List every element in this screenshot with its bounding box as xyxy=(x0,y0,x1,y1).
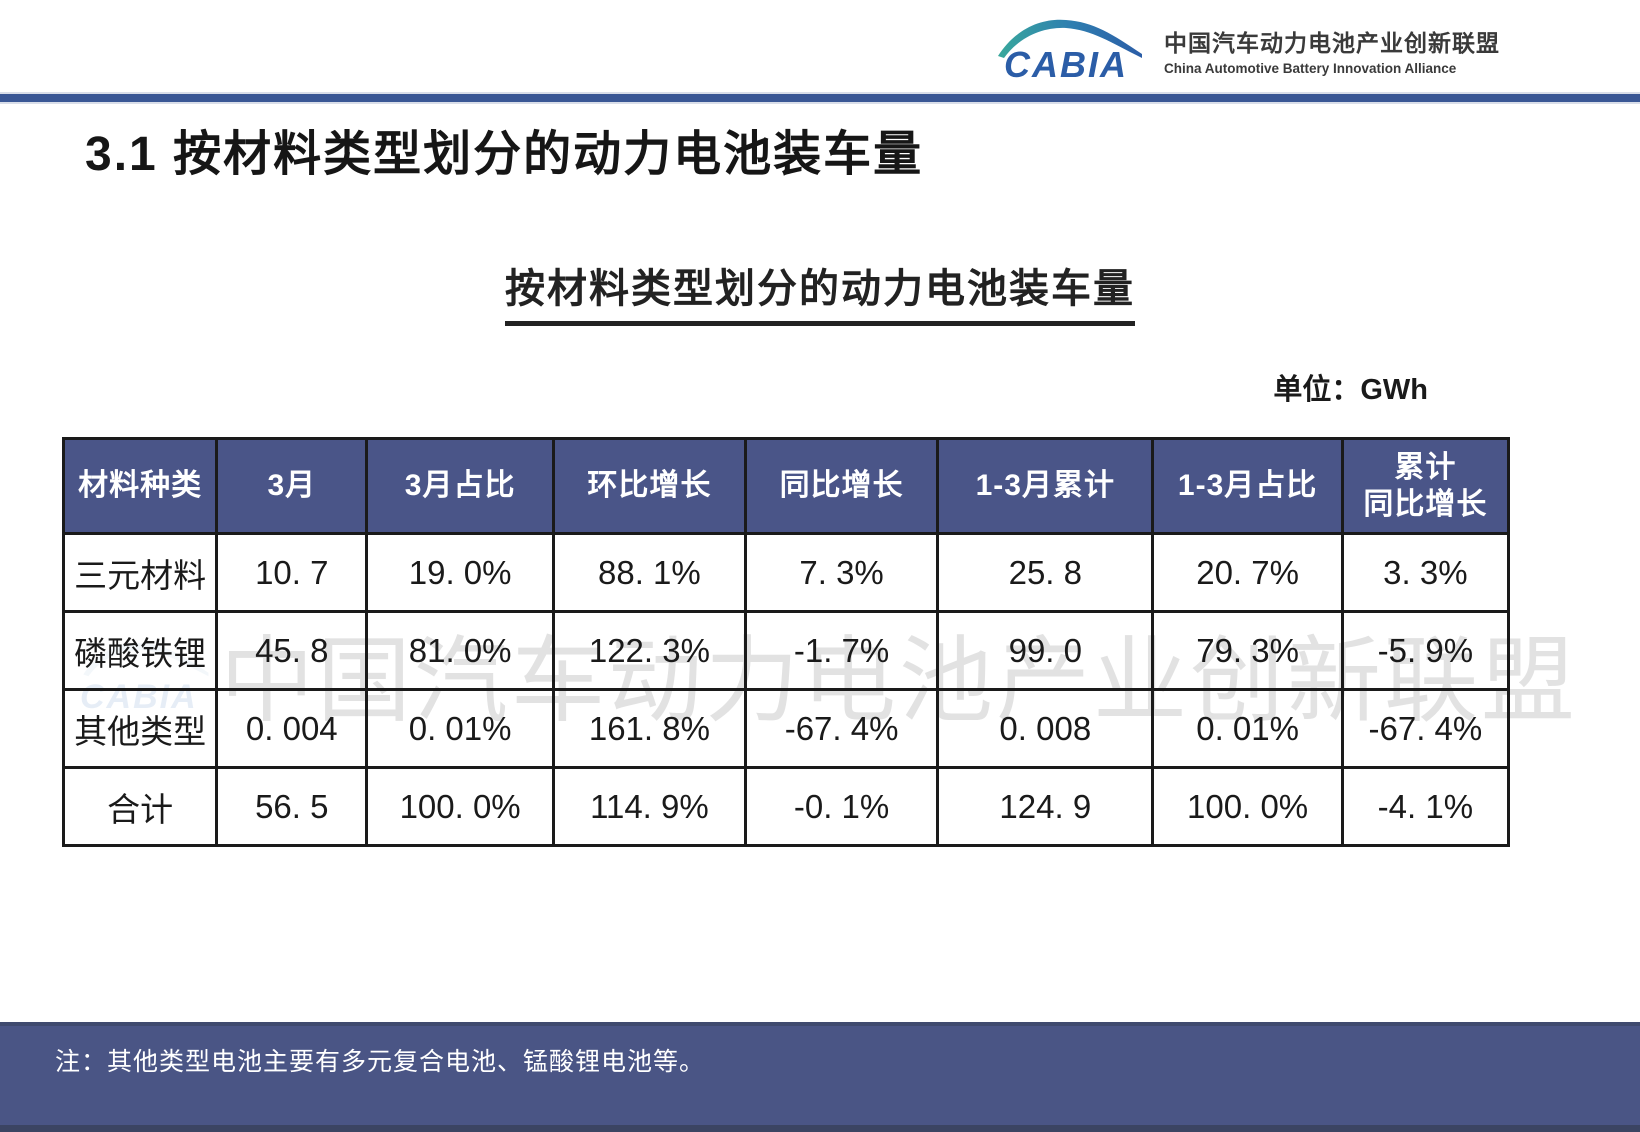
table-row: 三元材料 10. 7 19. 0% 88. 1% 7. 3% 25. 8 20. 7% 3. … xyxy=(61,532,1511,613)
table-cell: 0. 008 xyxy=(936,688,1155,769)
row-label: 合计 xyxy=(61,766,219,847)
col-header-march: 3月 xyxy=(215,437,369,535)
table-cell: 45. 8 xyxy=(215,610,369,691)
col-header-march-share: 3月占比 xyxy=(365,437,555,535)
table-cell: 122. 3% xyxy=(551,610,747,691)
table-cell: 19. 0% xyxy=(365,532,555,613)
row-label: 磷酸铁锂 xyxy=(61,610,219,691)
col-header-mom-growth: 环比增长 xyxy=(551,437,747,535)
table-cell: 81. 0% xyxy=(365,610,555,691)
footer-bar: 注：其他类型电池主要有多元复合电池、锰酸锂电池等。 xyxy=(0,1022,1640,1132)
table-row: 磷酸铁锂 45. 8 81. 0% 122. 3% -1. 7% 99. 0 79. 3% -… xyxy=(61,610,1511,691)
table-body: 三元材料 10. 7 19. 0% 88. 1% 7. 3% 25. 8 20. 7% 3. … xyxy=(61,532,1511,847)
col-header-cumulative-yoy: 累计 同比增长 xyxy=(1340,437,1511,535)
table-cell: 124. 9 xyxy=(936,766,1155,847)
table-cell: 56. 5 xyxy=(215,766,369,847)
table-cell: 0. 004 xyxy=(215,688,369,769)
table-cell: 7. 3% xyxy=(743,532,940,613)
col-header-jan-mar-share: 1-3月占比 xyxy=(1151,437,1344,535)
page-title: 3.1 按材料类型划分的动力电池装车量 xyxy=(85,128,924,181)
table-cell: -67. 4% xyxy=(743,688,940,769)
org-name-en: China Automotive Battery Innovation Alli… xyxy=(1164,61,1457,76)
col-header-yoy-growth: 同比增长 xyxy=(743,437,940,535)
header-divider xyxy=(0,92,1640,104)
cabia-logo: CABIA 中国汽车动力电池产业创新联盟 China Automotive Ba… xyxy=(994,14,1500,86)
table-cell: -4. 1% xyxy=(1340,766,1511,847)
table-row: 其他类型 0. 004 0. 01% 161. 8% -67. 4% 0. 008 0. 0… xyxy=(61,688,1511,769)
table-cell: 0. 01% xyxy=(365,688,555,769)
table-title: 按材料类型划分的动力电池装车量 xyxy=(0,256,1640,326)
unit-label: 单位：GWh xyxy=(1273,374,1428,406)
table-cell: 99. 0 xyxy=(936,610,1155,691)
table-title-text: 按材料类型划分的动力电池装车量 xyxy=(505,256,1135,326)
table-cell: 0. 01% xyxy=(1151,688,1344,769)
col-header-material: 材料种类 xyxy=(61,437,219,535)
table-cell: 114. 9% xyxy=(551,766,747,847)
table-cell: 100. 0% xyxy=(365,766,555,847)
logo-car-swoosh-icon: CABIA xyxy=(994,14,1144,86)
table-cell: -5. 9% xyxy=(1340,610,1511,691)
table-row: 合计 56. 5 100. 0% 114. 9% -0. 1% 124. 9 100. 0%… xyxy=(61,766,1511,847)
table-cell: 25. 8 xyxy=(936,532,1155,613)
org-name: 中国汽车动力电池产业创新联盟 China Automotive Battery … xyxy=(1164,24,1500,76)
table-cell: 100. 0% xyxy=(1151,766,1344,847)
row-label: 三元材料 xyxy=(61,532,219,613)
table-header-row: 材料种类 3月 3月占比 环比增长 同比增长 1-3月累计 1-3月占比 累计 … xyxy=(61,437,1511,535)
table-cell: -67. 4% xyxy=(1340,688,1511,769)
footer-note: 注：其他类型电池主要有多元复合电池、锰酸锂电池等。 xyxy=(55,1048,706,1076)
col-header-jan-mar-total: 1-3月累计 xyxy=(936,437,1155,535)
logo-wordmark: CABIA xyxy=(1004,44,1128,85)
table-cell: 20. 7% xyxy=(1151,532,1344,613)
table-cell: -0. 1% xyxy=(743,766,940,847)
org-name-cn: 中国汽车动力电池产业创新联盟 xyxy=(1164,30,1500,56)
table-cell: 79. 3% xyxy=(1151,610,1344,691)
row-label: 其他类型 xyxy=(61,688,219,769)
table-cell: 3. 3% xyxy=(1340,532,1511,613)
battery-material-table: 材料种类 3月 3月占比 环比增长 同比增长 1-3月累计 1-3月占比 累计 … xyxy=(61,437,1511,847)
table-cell: 88. 1% xyxy=(551,532,747,613)
table-container: CABIA 中国汽车动力电池产业创新联盟 材料种类 3月 3月占比 环比增长 同… xyxy=(61,437,1575,847)
table-cell: 10. 7 xyxy=(215,532,369,613)
table-cell: 161. 8% xyxy=(551,688,747,769)
table-cell: -1. 7% xyxy=(743,610,940,691)
